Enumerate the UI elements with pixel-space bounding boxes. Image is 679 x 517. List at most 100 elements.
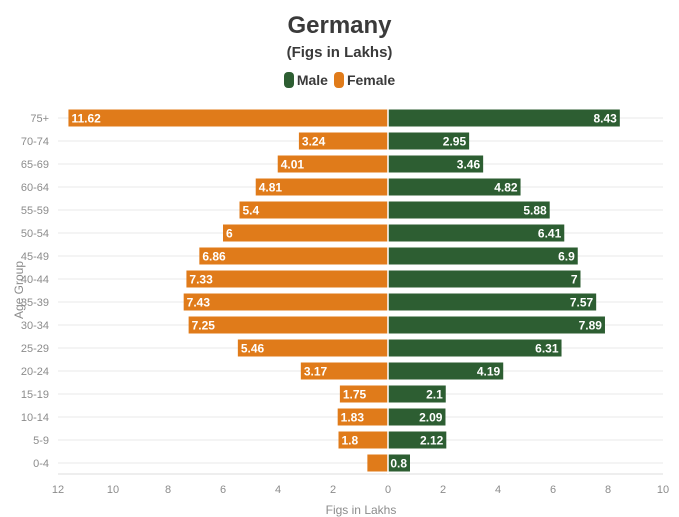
- data-label-male: 2.12: [420, 434, 444, 448]
- legend-label-male: Male: [296, 72, 328, 88]
- y-tick-label: 65-69: [21, 159, 49, 171]
- bar-female[interactable]: [367, 454, 388, 472]
- data-label-female: 5.46: [241, 342, 265, 356]
- data-label-male: 7.89: [579, 319, 603, 333]
- x-tick-label: 4: [495, 484, 501, 496]
- data-label-male: 5.88: [523, 204, 547, 218]
- legend-swatch-male: [283, 72, 294, 88]
- bar-male[interactable]: [388, 362, 504, 380]
- bar-female[interactable]: [337, 408, 388, 426]
- y-tick-label: 75+: [30, 113, 49, 125]
- chart-title: Germany: [287, 12, 392, 39]
- x-tick-label: 8: [165, 484, 171, 496]
- data-label-female: 3.24: [302, 135, 326, 149]
- bar-female[interactable]: [223, 224, 388, 242]
- y-tick-label: 5-9: [33, 435, 49, 447]
- x-tick-label: 8: [605, 484, 611, 496]
- x-tick-label: 0: [385, 484, 391, 496]
- bar-female[interactable]: [68, 109, 388, 127]
- bar-female[interactable]: [199, 247, 388, 265]
- x-tick-label: 2: [440, 484, 446, 496]
- bar-female[interactable]: [188, 316, 388, 334]
- y-tick-label: 0-4: [33, 458, 49, 470]
- y-tick-label: 45-49: [21, 251, 49, 263]
- x-axis-title: Figs in Lakhs: [326, 503, 397, 517]
- data-label-male: 6.31: [535, 342, 559, 356]
- y-tick-label: 25-29: [21, 343, 49, 355]
- data-label-male: 7.57: [570, 296, 594, 310]
- y-tick-label: 15-19: [21, 389, 49, 401]
- data-label-male: 2.09: [419, 411, 443, 425]
- bar-male[interactable]: [388, 247, 578, 265]
- x-tick-label: 6: [220, 484, 226, 496]
- y-tick-label: 60-64: [21, 182, 49, 194]
- data-label-male: 4.82: [494, 181, 518, 195]
- y-tick-label: 55-59: [21, 205, 49, 217]
- bar-female[interactable]: [339, 385, 388, 403]
- data-label-female: 6.86: [202, 250, 226, 264]
- data-label-female: 1.75: [343, 388, 367, 402]
- x-tick-label: 10: [657, 484, 669, 496]
- bar-male[interactable]: [388, 431, 447, 449]
- x-tick-label: 2: [330, 484, 336, 496]
- bar-male[interactable]: [388, 155, 484, 173]
- bar-female[interactable]: [277, 155, 388, 173]
- data-label-male: 3.46: [457, 158, 481, 172]
- data-label-female: 1.83: [341, 411, 365, 425]
- legend-item-female[interactable]: Female: [333, 72, 396, 88]
- y-tick-label: 40-44: [21, 274, 49, 286]
- bar-female[interactable]: [237, 339, 388, 357]
- x-tick-label: 6: [550, 484, 556, 496]
- data-label-male: 2.1: [426, 388, 443, 402]
- bar-male[interactable]: [388, 201, 550, 219]
- bar-female[interactable]: [186, 270, 388, 288]
- legend-swatch-female: [333, 72, 344, 88]
- y-tick-label: 70-74: [21, 136, 49, 148]
- bar-female[interactable]: [255, 178, 388, 196]
- bar-male[interactable]: [388, 408, 446, 426]
- bar-female[interactable]: [239, 201, 389, 219]
- bar-male[interactable]: [388, 178, 521, 196]
- bar-male[interactable]: [388, 316, 605, 334]
- legend-item-male[interactable]: Male: [283, 72, 328, 88]
- bar-male[interactable]: [388, 109, 620, 127]
- data-label-male: 8.43: [593, 112, 617, 126]
- data-label-female: 7.33: [189, 273, 213, 287]
- data-label-female: 5.4: [243, 204, 260, 218]
- data-label-female: 1.8: [342, 434, 359, 448]
- y-tick-label: 30-34: [21, 320, 49, 332]
- data-label-female: 4.01: [281, 158, 305, 172]
- bar-male[interactable]: [388, 224, 565, 242]
- y-axis-title: Age Group: [12, 261, 26, 319]
- bar-male[interactable]: [388, 132, 470, 150]
- data-label-female: 3.17: [304, 365, 328, 379]
- bar-male[interactable]: [388, 339, 562, 357]
- bar-male[interactable]: [388, 454, 410, 472]
- data-label-male: 6.41: [538, 227, 562, 241]
- legend: Male Female: [0, 72, 679, 88]
- y-tick-label: 10-14: [21, 412, 49, 424]
- y-tick-label: 50-54: [21, 228, 49, 240]
- bar-female[interactable]: [183, 293, 388, 311]
- data-label-female: 7.25: [192, 319, 216, 333]
- y-tick-label: 35-39: [21, 297, 49, 309]
- data-label-male: 6.9: [558, 250, 575, 264]
- x-tick-label: 4: [275, 484, 281, 496]
- bar-male[interactable]: [388, 385, 446, 403]
- bar-male[interactable]: [388, 270, 581, 288]
- bar-female[interactable]: [338, 431, 389, 449]
- data-label-male: 4.19: [477, 365, 501, 379]
- bar-female[interactable]: [298, 132, 388, 150]
- data-label-female: 6: [226, 227, 233, 241]
- data-label-male: 7: [571, 273, 578, 287]
- data-label-female: 7.43: [187, 296, 211, 310]
- x-tick-label: 10: [107, 484, 119, 496]
- y-tick-label: 20-24: [21, 366, 49, 378]
- data-label-female: 11.62: [71, 112, 101, 126]
- bar-female[interactable]: [300, 362, 388, 380]
- bar-male[interactable]: [388, 293, 597, 311]
- legend-label-female: Female: [346, 72, 396, 88]
- data-label-male: 0.8: [390, 457, 407, 471]
- data-label-female: 4.81: [259, 181, 283, 195]
